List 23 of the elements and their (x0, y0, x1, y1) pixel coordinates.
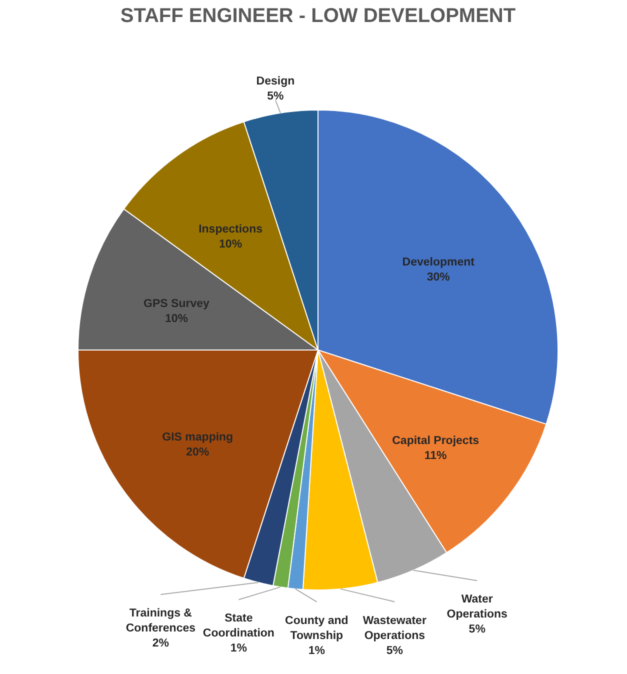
slice-label: Development (402, 256, 475, 269)
slice-label: GIS mapping (162, 431, 234, 444)
slice-label: Trainings & Conferences (126, 607, 196, 634)
chart-title: STAFF ENGINEER - LOW DEVELOPMENT (120, 5, 516, 27)
data-label: 2% (152, 637, 169, 650)
slice-label: Capital Projects (392, 435, 480, 448)
slice-label: Water Operations (446, 594, 508, 621)
data-label: 11% (424, 450, 447, 462)
data-label: 5% (468, 624, 486, 636)
data-label: 1% (308, 644, 325, 657)
data-label: 10% (164, 313, 188, 326)
slice-label: GPS Survey (144, 298, 210, 310)
data-label: 1% (230, 642, 247, 655)
data-label: 5% (267, 90, 284, 102)
data-label: 5% (386, 644, 403, 657)
data-label: 30% (426, 272, 450, 284)
data-label: 20% (186, 446, 210, 458)
slice-label: Design (256, 75, 295, 88)
data-label: 10% (219, 238, 242, 251)
slice-label: County and Township (285, 614, 348, 642)
slice-label: Wastewater Operations (362, 614, 427, 642)
slice-label: Inspections (198, 224, 262, 236)
slice-label: State Coordination (202, 612, 274, 640)
